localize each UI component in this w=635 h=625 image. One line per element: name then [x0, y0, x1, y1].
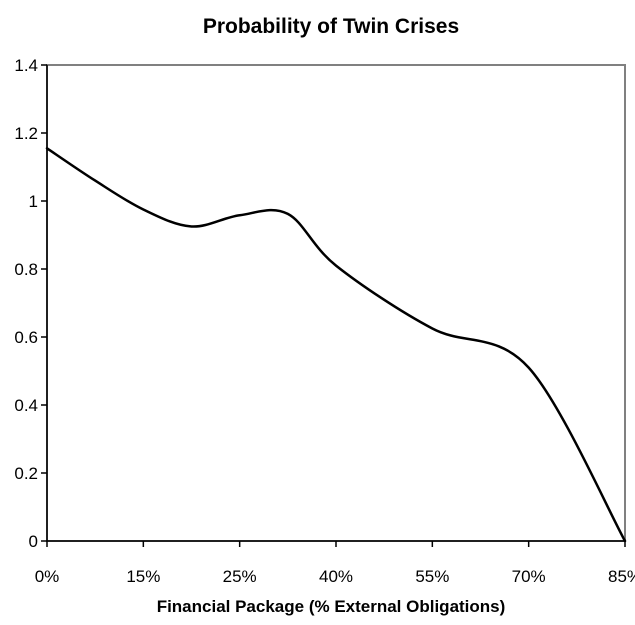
y-tick-label: 1.4 — [14, 56, 38, 75]
series-line — [45, 147, 627, 543]
x-tick-label: 0% — [35, 567, 60, 586]
x-tick-label: 55% — [415, 567, 449, 586]
x-tick-label: 25% — [223, 567, 257, 586]
y-tick-label: 0.2 — [14, 464, 38, 483]
x-tick-label: 70% — [512, 567, 546, 586]
y-tick-label: 1.2 — [14, 124, 38, 143]
plot-area — [46, 64, 626, 542]
y-tick-label: 0.8 — [14, 260, 38, 279]
x-tick-label: 15% — [126, 567, 160, 586]
chart-title: Probability of Twin Crises — [203, 15, 459, 38]
y-tick-label: 0.6 — [14, 328, 38, 347]
y-tick-label: 1 — [29, 192, 38, 211]
x-tick-label: 85% — [608, 567, 635, 586]
x-axis: 0% 15% 25% 40% 55% 70% 85% — [35, 540, 635, 586]
x-axis-label: Financial Package (% External Obligation… — [157, 597, 506, 616]
x-tick-label: 40% — [319, 567, 353, 586]
y-axis: 0 0.2 0.4 0.6 0.8 1 1.2 1.4 — [14, 56, 48, 551]
y-tick-label: 0 — [29, 532, 38, 551]
y-tick-label: 0.4 — [14, 396, 38, 415]
